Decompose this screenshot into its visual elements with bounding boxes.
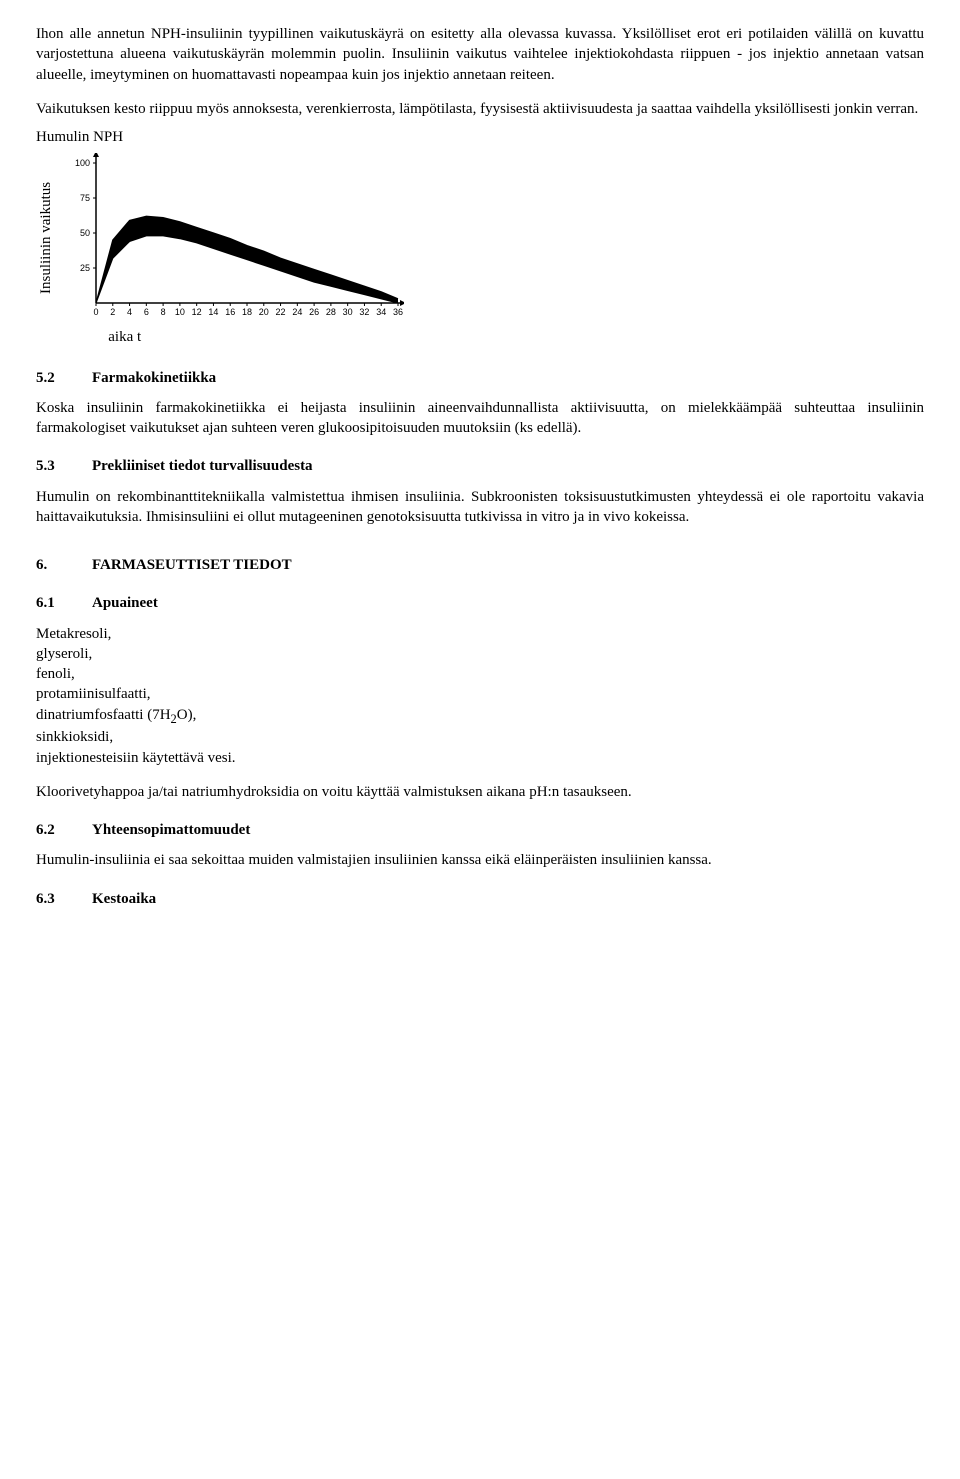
section-5-3-body: Humulin on rekombinanttitekniikalla valm… <box>36 487 924 528</box>
section-number: 5.3 <box>36 456 92 476</box>
section-6-1-note: Kloorivetyhappoa ja/tai natriumhydroksid… <box>36 782 924 802</box>
list-item: fenoli, <box>36 664 924 684</box>
insulin-effect-chart: 1007550250246810121416182022242628303234… <box>64 153 404 323</box>
svg-text:75: 75 <box>80 193 90 203</box>
intro-paragraph-2: Vaikutuksen kesto riippuu myös annoksest… <box>36 99 924 119</box>
svg-text:20: 20 <box>259 307 269 317</box>
section-6-heading: 6. FARMASEUTTISET TIEDOT <box>36 555 924 575</box>
section-title: Apuaineet <box>92 593 158 613</box>
svg-text:100: 100 <box>75 158 90 168</box>
section-6-2-body: Humulin-insuliinia ei saa sekoittaa muid… <box>36 850 924 870</box>
svg-text:34: 34 <box>376 307 386 317</box>
svg-text:28: 28 <box>326 307 336 317</box>
section-title: Yhteensopimattomuudet <box>92 820 250 840</box>
section-number: 6.1 <box>36 593 92 613</box>
section-6-3-heading: 6.3 Kestoaika <box>36 889 924 909</box>
excipient-list: Metakresoli, glyseroli, fenoli, protamii… <box>36 624 924 768</box>
svg-text:14: 14 <box>209 307 219 317</box>
section-5-3-heading: 5.3 Prekliiniset tiedot turvallisuudesta <box>36 456 924 476</box>
section-5-2-body: Koska insuliinin farmakokinetiikka ei he… <box>36 398 924 439</box>
section-title: Kestoaika <box>92 889 156 909</box>
list-item: glyseroli, <box>36 644 924 664</box>
svg-text:25: 25 <box>80 263 90 273</box>
list-item: Metakresoli, <box>36 624 924 644</box>
list-item: dinatriumfosfaatti (7H2O), <box>36 705 924 728</box>
svg-text:32: 32 <box>360 307 370 317</box>
svg-text:12: 12 <box>192 307 202 317</box>
svg-text:24: 24 <box>293 307 303 317</box>
svg-text:4: 4 <box>127 307 132 317</box>
svg-text:22: 22 <box>276 307 286 317</box>
list-item: injektionesteisiin käytettävä vesi. <box>36 748 924 768</box>
svg-text:50: 50 <box>80 228 90 238</box>
svg-text:16: 16 <box>225 307 235 317</box>
svg-text:10: 10 <box>175 307 185 317</box>
section-number: 5.2 <box>36 368 92 388</box>
chart-title: Humulin NPH <box>36 127 924 147</box>
section-number: 6.2 <box>36 820 92 840</box>
svg-text:0: 0 <box>94 307 99 317</box>
section-title: Prekliiniset tiedot turvallisuudesta <box>92 456 313 476</box>
section-title: FARMASEUTTISET TIEDOT <box>92 555 292 575</box>
svg-text:18: 18 <box>242 307 252 317</box>
chart-block: Humulin NPH Insuliinin vaikutus 10075502… <box>36 127 924 348</box>
chart-y-axis-label: Insuliinin vaikutus <box>36 153 56 323</box>
section-5-2-heading: 5.2 Farmakokinetiikka <box>36 368 924 388</box>
list-item: protamiinisulfaatti, <box>36 684 924 704</box>
section-title: Farmakokinetiikka <box>92 368 216 388</box>
svg-text:8: 8 <box>161 307 166 317</box>
section-number: 6.3 <box>36 889 92 909</box>
svg-text:2: 2 <box>111 307 116 317</box>
chart-x-axis-label: aika t <box>108 327 404 347</box>
section-6-1-heading: 6.1 Apuaineet <box>36 593 924 613</box>
svg-text:6: 6 <box>144 307 149 317</box>
svg-text:36: 36 <box>393 307 403 317</box>
list-item: sinkkioksidi, <box>36 727 924 747</box>
svg-text:30: 30 <box>343 307 353 317</box>
intro-paragraph-1: Ihon alle annetun NPH-insuliinin tyypill… <box>36 24 924 85</box>
section-6-2-heading: 6.2 Yhteensopimattomuudet <box>36 820 924 840</box>
section-number: 6. <box>36 555 92 575</box>
svg-text:26: 26 <box>309 307 319 317</box>
